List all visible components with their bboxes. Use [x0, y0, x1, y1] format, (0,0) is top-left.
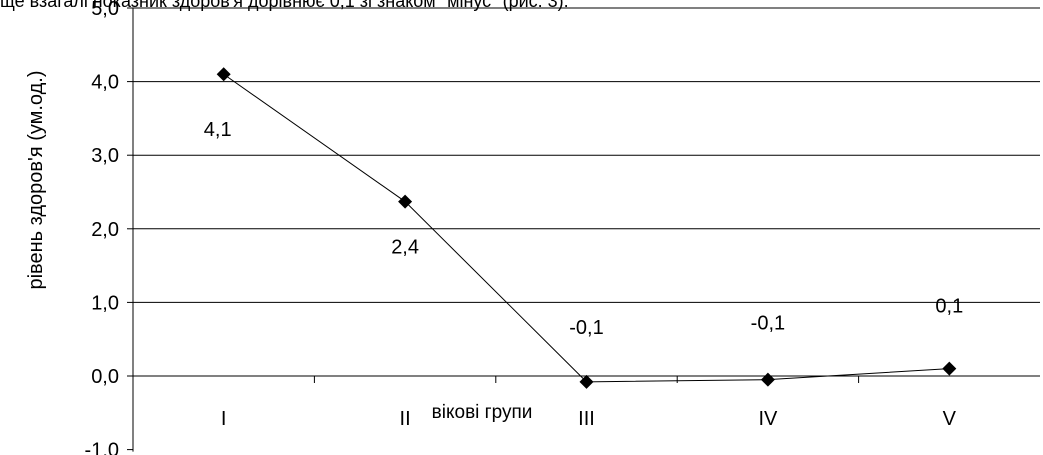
data-label: 2,4	[391, 237, 419, 259]
caption-text-fragment: ще взагалі показник здоров'я дорівнює 0,…	[0, 0, 569, 11]
x-tick-label: V	[943, 408, 957, 430]
data-label: 0,1	[935, 296, 963, 318]
y-tick-label: 5,0	[91, 0, 119, 20]
x-tick-label: I	[221, 408, 227, 430]
x-tick-label: II	[400, 408, 411, 430]
data-point-marker	[942, 361, 957, 376]
data-label: -0,1	[569, 317, 603, 339]
data-point-marker	[398, 194, 413, 209]
y-tick-label: 1,0	[91, 292, 119, 314]
data-label: 4,1	[204, 119, 232, 141]
data-point-marker	[760, 372, 775, 387]
data-label: -0,1	[751, 313, 785, 335]
y-tick-label: 3,0	[91, 145, 119, 167]
data-point-marker	[579, 374, 594, 389]
y-tick-label: -1,0	[85, 440, 119, 455]
y-tick-label: 4,0	[91, 72, 119, 94]
x-tick-label: III	[578, 408, 595, 430]
y-tick-label: 2,0	[91, 219, 119, 241]
y-tick-label: 0,0	[91, 366, 119, 388]
x-axis-title: вікові групи	[432, 402, 533, 423]
y-axis-title: рівень здоров'я (ум.од.)	[25, 70, 47, 289]
data-point-marker	[216, 67, 231, 82]
x-tick-label: IV	[758, 408, 778, 430]
